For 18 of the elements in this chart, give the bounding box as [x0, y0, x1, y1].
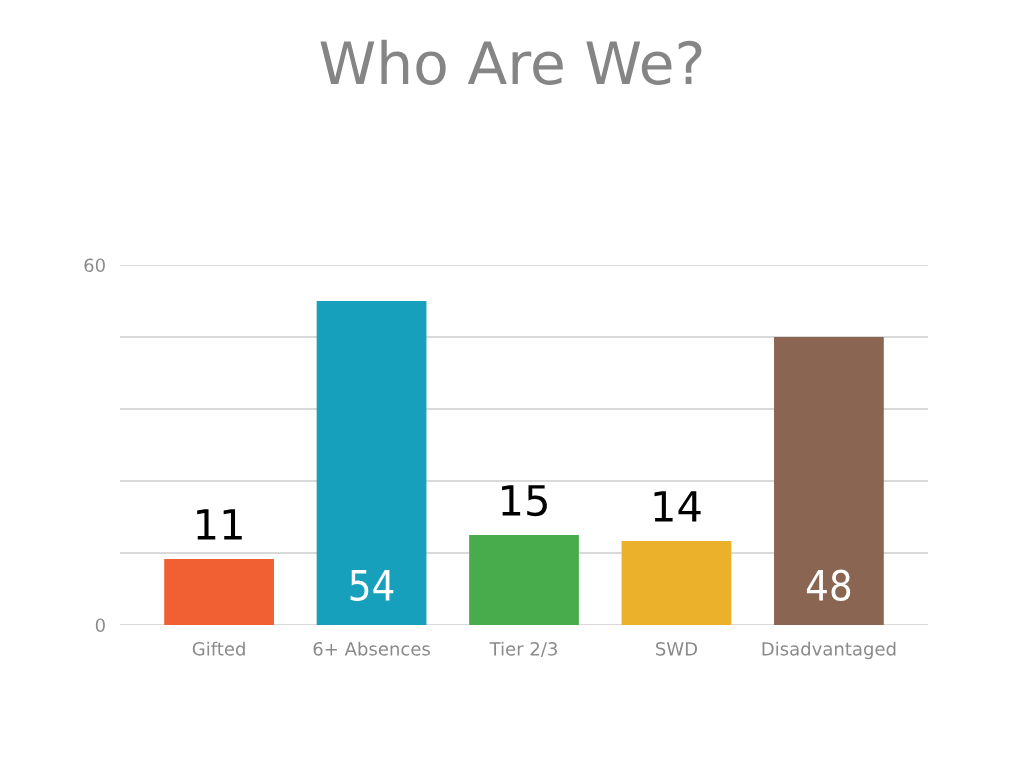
- bar: [316, 301, 427, 625]
- data-label: 11: [197, 509, 242, 540]
- data-label: 15: [502, 485, 547, 517]
- data-label: 54: [350, 570, 394, 602]
- x-tick-label: SWD: [656, 641, 697, 656]
- data-label: 14: [654, 491, 701, 522]
- y-tick-label: 60: [84, 258, 105, 273]
- x-tick-label: Gifted: [192, 641, 245, 656]
- bar: [774, 337, 884, 625]
- data-label: 48: [806, 569, 851, 602]
- bar: [469, 535, 579, 625]
- x-tick-label: Tier 2/3: [489, 641, 557, 658]
- chart-title: Who Are We?: [320, 39, 702, 85]
- y-tick-label: 0: [95, 618, 105, 633]
- x-tick-label: 6+ Absences: [313, 641, 430, 656]
- x-tick-label: Disadvantaged: [762, 641, 896, 660]
- bar: [164, 559, 274, 625]
- bar: [621, 541, 732, 625]
